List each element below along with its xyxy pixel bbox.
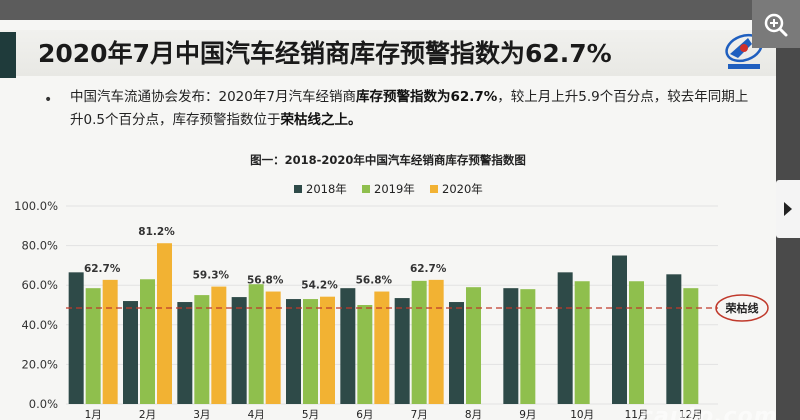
bar-2020年-3月[interactable] — [211, 286, 227, 404]
x-tick-label: 5月 — [302, 409, 319, 420]
zoom-button[interactable] — [752, 0, 800, 48]
inventory-index-chart: 0.0% 20.0% 40.0% 60.0% 80.0% 100.0% 2018年 2019年… — [14, 182, 769, 420]
legend-swatch — [294, 185, 302, 193]
bar-2019年-5月[interactable] — [303, 299, 318, 404]
bar-2019年-12月[interactable] — [683, 288, 699, 404]
bar-2020年-4月[interactable] — [265, 291, 281, 404]
bar-2018年-5月[interactable] — [286, 299, 301, 404]
title-band — [0, 30, 776, 76]
bar-2018年-12月[interactable] — [666, 274, 682, 404]
summary-paragraph: 中国汽车流通协会发布：2020年7月汽车经销商库存预警指数为62.7%，较上月上… — [70, 86, 760, 132]
reference-line-circle — [715, 294, 769, 322]
bar-2019年-1月[interactable] — [85, 288, 101, 404]
y-tick-label: 100.0% — [14, 199, 58, 213]
x-tick-label: 4月 — [248, 409, 265, 420]
x-tick-label: 10月 — [570, 409, 594, 420]
bar-2018年-10月[interactable] — [557, 272, 573, 404]
viewer-top-bar — [0, 0, 800, 20]
bar-2019年-3月[interactable] — [194, 295, 210, 404]
x-tick-label: 9月 — [519, 409, 536, 420]
next-slide-button[interactable] — [776, 180, 800, 238]
x-tick-label: 3月 — [193, 409, 210, 420]
legend-label: 2018年 — [306, 182, 347, 196]
reference-line-label: 荣枯线 — [725, 301, 759, 315]
bar-2018年-6月[interactable] — [340, 288, 356, 404]
x-tick-label: 6月 — [356, 409, 373, 420]
legend-label: 2020年 — [442, 182, 483, 196]
y-tick-label: 20.0% — [21, 357, 58, 371]
zoom-in-icon — [764, 13, 788, 37]
bar-2019年-7月[interactable] — [411, 280, 427, 404]
bar-2018年-11月[interactable] — [612, 255, 627, 405]
bar-2020年-1月[interactable] — [102, 279, 118, 404]
x-tick-label: 8月 — [465, 409, 482, 420]
bar-2019年-4月[interactable] — [248, 284, 264, 404]
bar-2019年-10月[interactable] — [574, 281, 590, 404]
data-label-2020: 62.7% — [410, 263, 447, 275]
para-seg-3: ，较上月上升5.9个百分点，较去年同期上升0.5个百分点，库存预警指数位于 — [70, 89, 749, 128]
para-seg-4: 荣枯线之上。 — [280, 112, 362, 128]
bar-2018年-7月[interactable] — [394, 298, 410, 404]
x-tick-label: 7月 — [411, 409, 428, 420]
play-arrow-icon — [784, 202, 792, 216]
legend-swatch — [430, 185, 438, 193]
bar-2018年-8月[interactable] — [449, 302, 464, 404]
bar-2018年-3月[interactable] — [177, 302, 193, 404]
bar-2019年-8月[interactable] — [466, 287, 481, 404]
bar-2018年-1月[interactable] — [68, 272, 84, 404]
y-tick-label: 80.0% — [21, 239, 58, 253]
x-tick-label: 11月 — [625, 409, 649, 420]
y-tick-label: 60.0% — [21, 278, 58, 292]
data-label-2020: 56.8% — [356, 275, 393, 287]
bar-2018年-2月[interactable] — [123, 301, 138, 404]
bar-2019年-9月[interactable] — [520, 289, 536, 404]
legend-swatch — [362, 185, 370, 193]
bar-2019年-6月[interactable] — [357, 305, 373, 404]
chart-title: 图一：2018-2020年中国汽车经销商库存预警指数图 — [250, 153, 526, 167]
bar-2018年-4月[interactable] — [231, 297, 247, 404]
para-seg-2: 库存预警指数为62.7% — [355, 89, 498, 105]
bar-2020年-5月[interactable] — [320, 296, 335, 404]
watermark-text: cauto.com — [640, 404, 776, 420]
data-label-2020: 62.7% — [84, 263, 121, 275]
y-tick-label: 40.0% — [21, 318, 58, 332]
x-tick-label: 1月 — [85, 409, 102, 420]
data-label-2020: 81.2% — [138, 226, 175, 238]
bullet-dot: • — [44, 92, 53, 108]
x-tick-label: 12月 — [679, 409, 703, 420]
x-tick-label: 2月 — [139, 409, 156, 420]
slide: 2020年7月中国汽车经销商库存预警指数为62.7% • 中国汽车流通协会发布：… — [0, 20, 776, 420]
para-seg-1: 中国汽车流通协会发布：2020年7月汽车经销商 — [70, 89, 356, 105]
data-label-2020: 54.2% — [301, 280, 338, 292]
slide-title: 2020年7月中国汽车经销商库存预警指数为62.7% — [38, 39, 612, 68]
bar-2020年-6月[interactable] — [374, 291, 390, 404]
legend-label: 2019年 — [374, 182, 415, 196]
title-accent-bar — [0, 32, 16, 78]
y-tick-label: 0.0% — [29, 397, 58, 411]
bar-2018年-9月[interactable] — [503, 288, 519, 404]
data-label-2020: 56.8% — [247, 275, 284, 287]
bar-2020年-2月[interactable] — [157, 243, 172, 404]
data-label-2020: 59.3% — [193, 270, 230, 282]
bar-2020年-7月[interactable] — [428, 279, 444, 404]
bar-2019年-11月[interactable] — [629, 281, 644, 404]
bar-2019年-2月[interactable] — [140, 279, 155, 404]
